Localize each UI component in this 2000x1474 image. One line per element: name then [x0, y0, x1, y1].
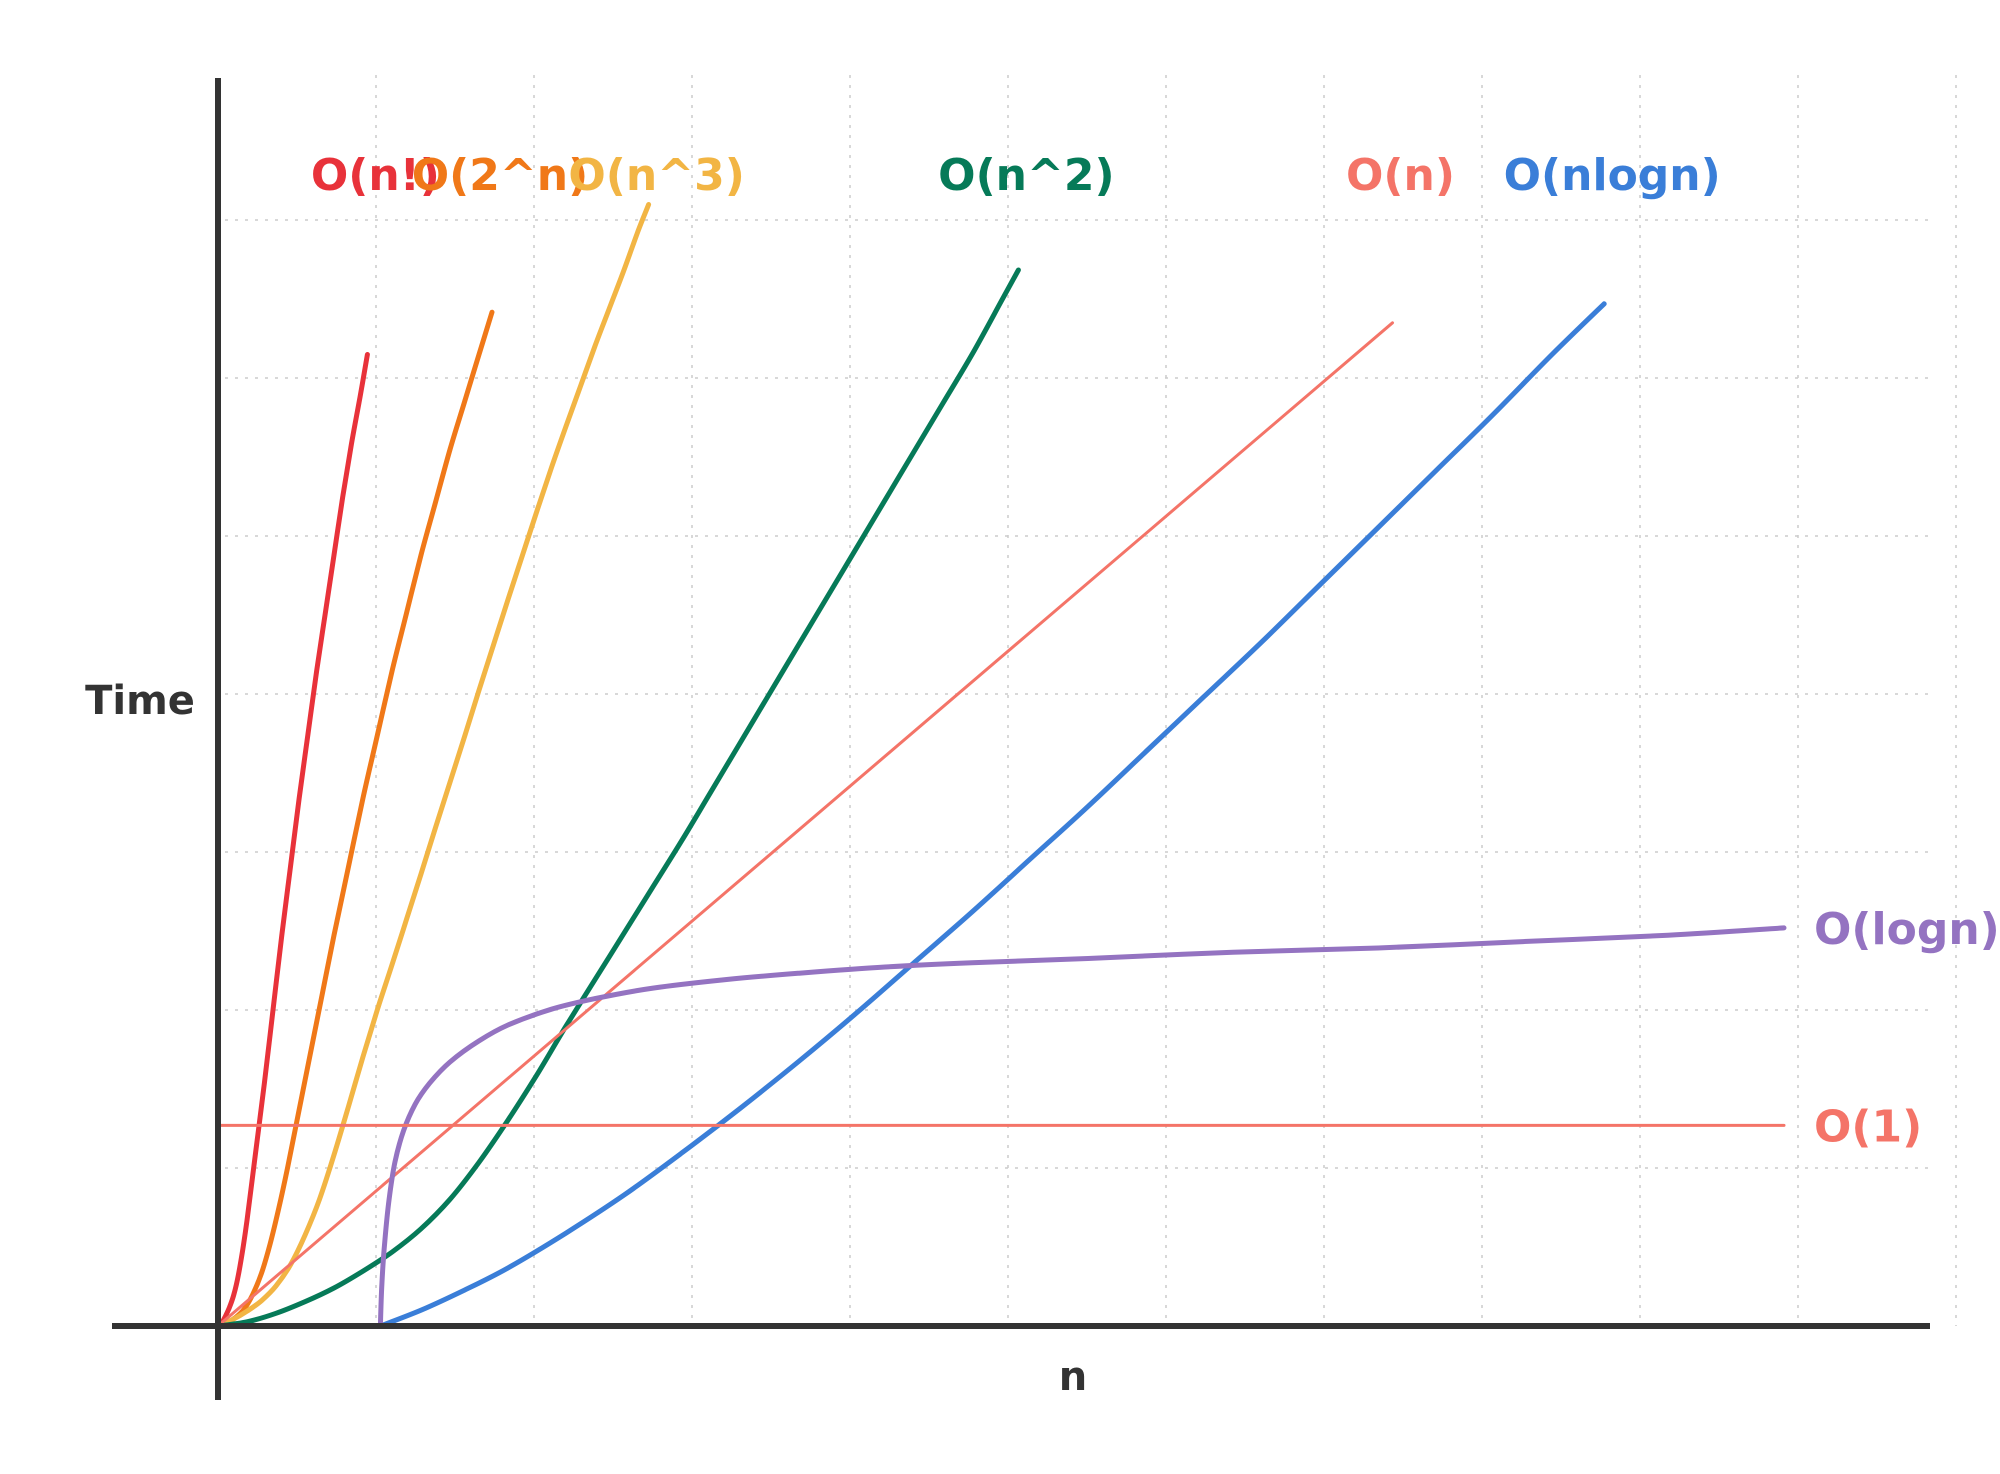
series-label-o-1: O(1): [1814, 1101, 1922, 1152]
series-line-o-n-3: [215, 202, 652, 1329]
series-label-o-n-3: O(n^3): [568, 150, 744, 201]
series-line-o-n: [216, 321, 1394, 1328]
axes: [112, 78, 1930, 1400]
series-label-o-logn: O(logn): [1814, 904, 2000, 955]
series-lines: [215, 202, 1787, 1329]
series-line-o-n-2: [215, 267, 1021, 1329]
grid-lines: [225, 75, 1957, 1326]
x-axis-label: n: [1059, 1354, 1087, 1400]
y-axis-label: Time: [85, 678, 195, 724]
series-line-o-n: [215, 352, 370, 1329]
series-label-o-2-n: O(2^n): [412, 150, 588, 201]
series-line-o-logn: [377, 925, 1787, 1329]
series-line-o-nlogn: [377, 301, 1607, 1329]
series-labels: O(n!)O(2^n)O(n^3) O(n^2) O(nlogn) O(n) O(log…: [311, 150, 2000, 1152]
series-label-o-nlogn: O(nlogn): [1504, 150, 1721, 201]
series-label-o-n-2: O(n^2): [938, 150, 1114, 201]
series-label-o-n: O(n!): [311, 150, 440, 201]
series-line-o-2-n: [215, 309, 495, 1329]
series-label-o-n: O(n): [1346, 150, 1455, 201]
